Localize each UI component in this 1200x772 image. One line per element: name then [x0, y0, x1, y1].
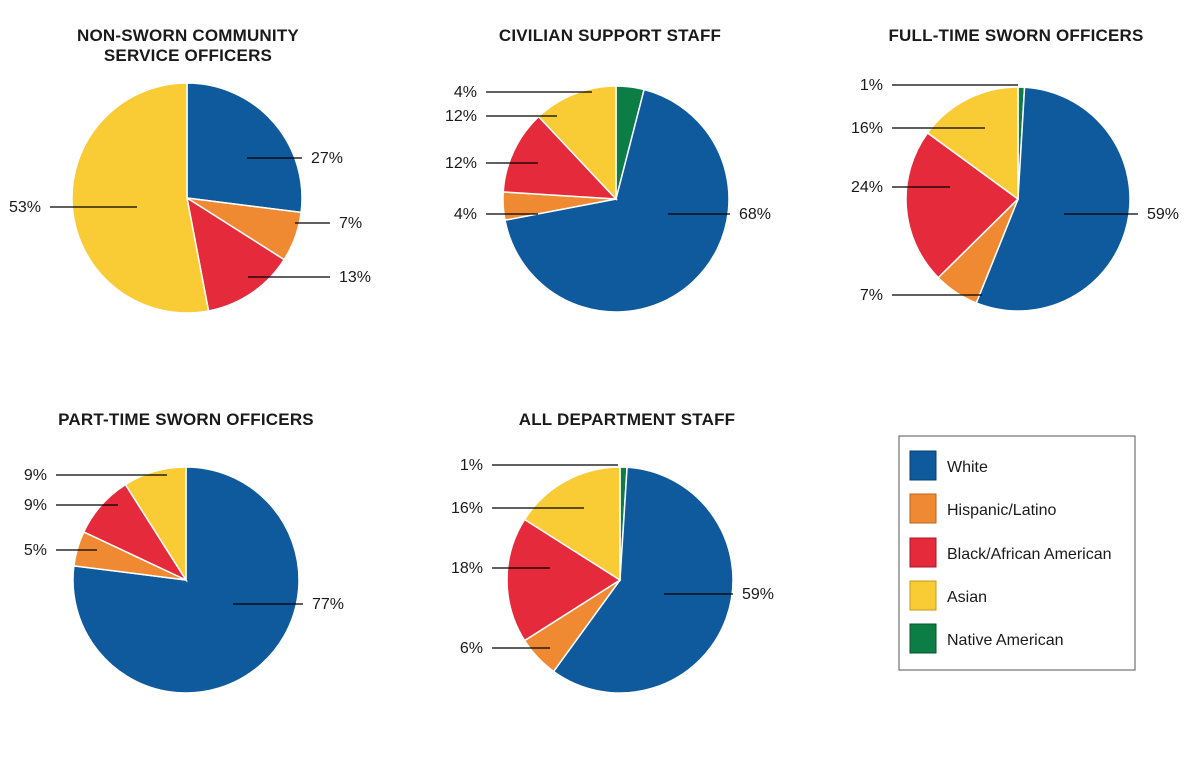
- svg-text:FULL-TIME SWORN OFFICERS: FULL-TIME SWORN OFFICERS: [888, 26, 1143, 45]
- svg-text:Native American: Native American: [947, 632, 1064, 649]
- svg-text:27%: 27%: [311, 150, 343, 167]
- svg-text:12%: 12%: [445, 108, 477, 125]
- svg-text:16%: 16%: [851, 120, 883, 137]
- svg-text:59%: 59%: [1147, 206, 1179, 223]
- svg-text:5%: 5%: [24, 542, 47, 559]
- svg-text:Hispanic/Latino: Hispanic/Latino: [947, 502, 1057, 519]
- svg-text:ALL DEPARTMENT STAFF: ALL DEPARTMENT STAFF: [519, 410, 735, 429]
- svg-text:6%: 6%: [460, 640, 483, 657]
- svg-text:1%: 1%: [460, 457, 483, 474]
- svg-text:White: White: [947, 459, 988, 476]
- svg-text:4%: 4%: [454, 84, 477, 101]
- svg-text:77%: 77%: [312, 596, 344, 613]
- svg-text:7%: 7%: [339, 215, 362, 232]
- svg-text:59%: 59%: [742, 586, 774, 603]
- svg-text:Black/African American: Black/African American: [947, 546, 1112, 563]
- svg-text:4%: 4%: [454, 206, 477, 223]
- svg-text:24%: 24%: [851, 179, 883, 196]
- svg-text:SERVICE OFFICERS: SERVICE OFFICERS: [104, 46, 272, 65]
- svg-text:53%: 53%: [9, 199, 41, 216]
- svg-text:7%: 7%: [860, 287, 883, 304]
- svg-text:Asian: Asian: [947, 589, 987, 606]
- svg-text:18%: 18%: [451, 560, 483, 577]
- svg-text:1%: 1%: [860, 77, 883, 94]
- svg-text:12%: 12%: [445, 155, 477, 172]
- svg-text:NON-SWORN COMMUNITY: NON-SWORN COMMUNITY: [77, 26, 299, 45]
- svg-text:CIVILIAN SUPPORT STAFF: CIVILIAN SUPPORT STAFF: [499, 26, 721, 45]
- svg-text:13%: 13%: [339, 269, 371, 286]
- svg-text:9%: 9%: [24, 467, 47, 484]
- svg-text:68%: 68%: [739, 206, 771, 223]
- svg-text:PART-TIME SWORN OFFICERS: PART-TIME SWORN OFFICERS: [58, 410, 314, 429]
- svg-text:16%: 16%: [451, 500, 483, 517]
- svg-text:9%: 9%: [24, 497, 47, 514]
